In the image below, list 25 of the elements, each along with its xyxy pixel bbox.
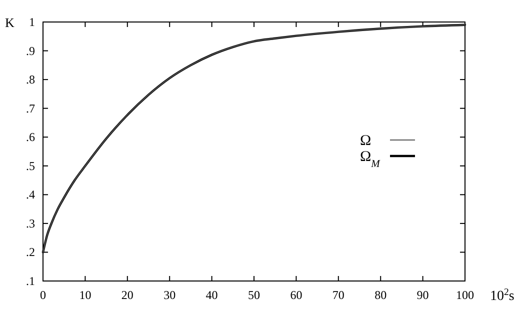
y-axis-title: K xyxy=(5,15,15,30)
y-tick-label: .3 xyxy=(26,216,35,230)
y-tick-label: .2 xyxy=(26,245,35,260)
y-tick-label: .5 xyxy=(26,158,35,173)
y-tick-label: .9 xyxy=(26,44,35,58)
x-tick-label: 100 xyxy=(456,288,474,302)
legend-label: Ω$_{M}$ xyxy=(360,149,382,170)
x-tick-label: 20 xyxy=(121,288,134,302)
y-tick-label: .7 xyxy=(26,101,35,116)
y-tick-label: .6 xyxy=(26,130,35,144)
x-tick-label: 70 xyxy=(332,288,344,302)
x-tick-label: 0 xyxy=(40,288,46,302)
x-tick-label: 60 xyxy=(290,288,302,302)
x-tick-label: 80 xyxy=(374,288,387,302)
legend-label: Ω xyxy=(360,133,372,149)
y-tick-label: .8 xyxy=(26,72,35,87)
x-tick-label: 10 xyxy=(79,288,92,302)
y-tick-label: .4 xyxy=(26,188,35,202)
x-tick-label: 50 xyxy=(248,288,260,302)
y-tick-label: 1 xyxy=(29,15,35,29)
y-tick-label: .1 xyxy=(26,274,35,288)
x-tick-label: 90 xyxy=(416,288,429,302)
x-tick-label: 40 xyxy=(206,288,218,302)
x-tick-label: 30 xyxy=(164,288,176,302)
x-axis-title: 10$^{2}$s xyxy=(490,286,514,304)
